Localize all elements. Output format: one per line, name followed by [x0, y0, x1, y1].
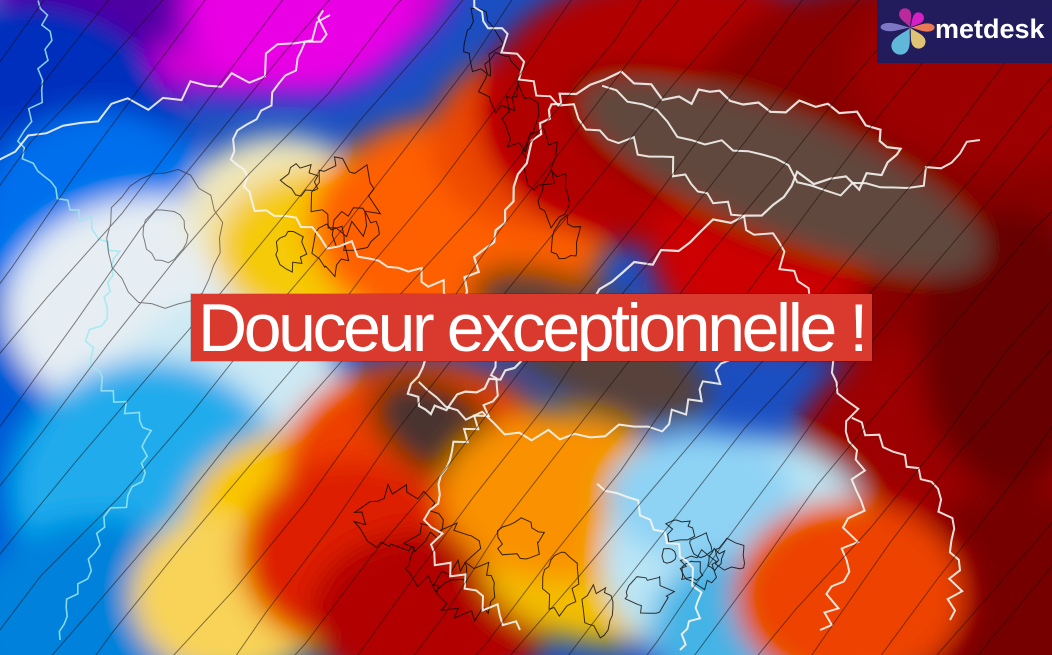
svg-text:metdesk: metdesk [935, 14, 1046, 44]
